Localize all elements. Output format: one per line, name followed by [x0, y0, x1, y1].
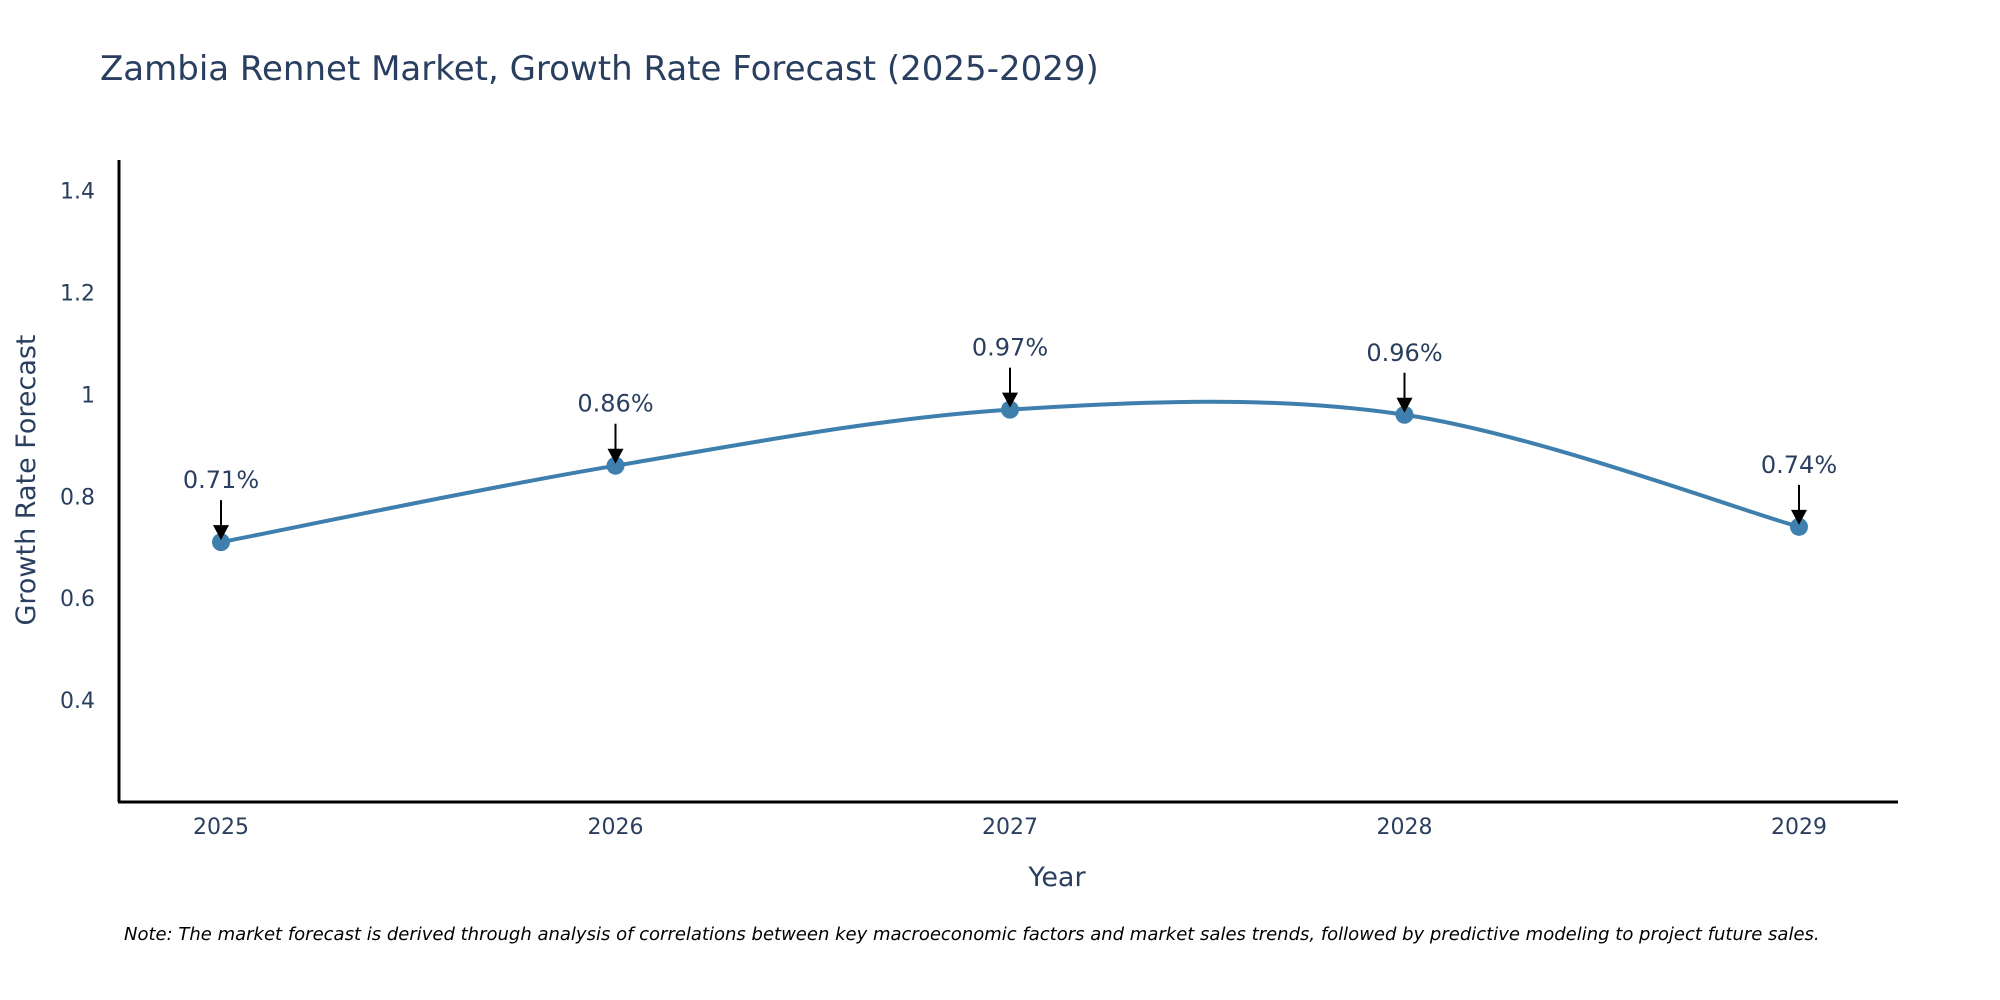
- y-tick-label: 1: [81, 383, 95, 408]
- data-point: [212, 533, 230, 552]
- data-label: 0.74%: [1761, 451, 1837, 479]
- data-point: [606, 456, 625, 475]
- y-tick-label: 0.8: [60, 485, 95, 510]
- data-point: [1001, 400, 1019, 419]
- plot-area: 0.4 0.6 0.8 1 1.2 1.4 2025 2026 2027 2028 2029 0.71…: [60, 160, 1898, 840]
- x-tick-label: 2029: [1771, 815, 1827, 840]
- annotation-arrow-head: [213, 525, 229, 541]
- annotation-arrow-head: [1791, 509, 1807, 525]
- footnote: Note: The market forecast is derived thr…: [124, 924, 1820, 945]
- annotation-arrow-head: [1396, 397, 1413, 413]
- y-tick-label: 0.4: [60, 689, 95, 714]
- y-axis-title: Growth Rate Forecast: [11, 334, 42, 625]
- y-tick-label: 1.4: [60, 180, 95, 205]
- data-label: 0.97%: [972, 334, 1048, 362]
- data-point: [1395, 405, 1414, 424]
- x-axis-title: Year: [1027, 862, 1086, 893]
- annotation-arrow-head: [1002, 392, 1018, 408]
- x-tick-label: 2028: [1377, 815, 1433, 840]
- x-tick-label: 2025: [193, 815, 249, 840]
- y-tick-label: 0.6: [60, 587, 95, 612]
- data-label: 0.86%: [577, 390, 653, 418]
- data-label: 0.96%: [1366, 339, 1442, 367]
- data-point: [1790, 517, 1808, 536]
- data-label: 0.71%: [183, 466, 259, 494]
- chart-title: Zambia Rennet Market, Growth Rate Foreca…: [100, 49, 1099, 89]
- x-tick-label: 2026: [588, 815, 644, 840]
- x-tick-label: 2027: [982, 815, 1038, 840]
- annotation-arrow-head: [607, 448, 624, 464]
- series-line: [220, 399, 1800, 545]
- y-tick-label: 1.2: [60, 281, 95, 306]
